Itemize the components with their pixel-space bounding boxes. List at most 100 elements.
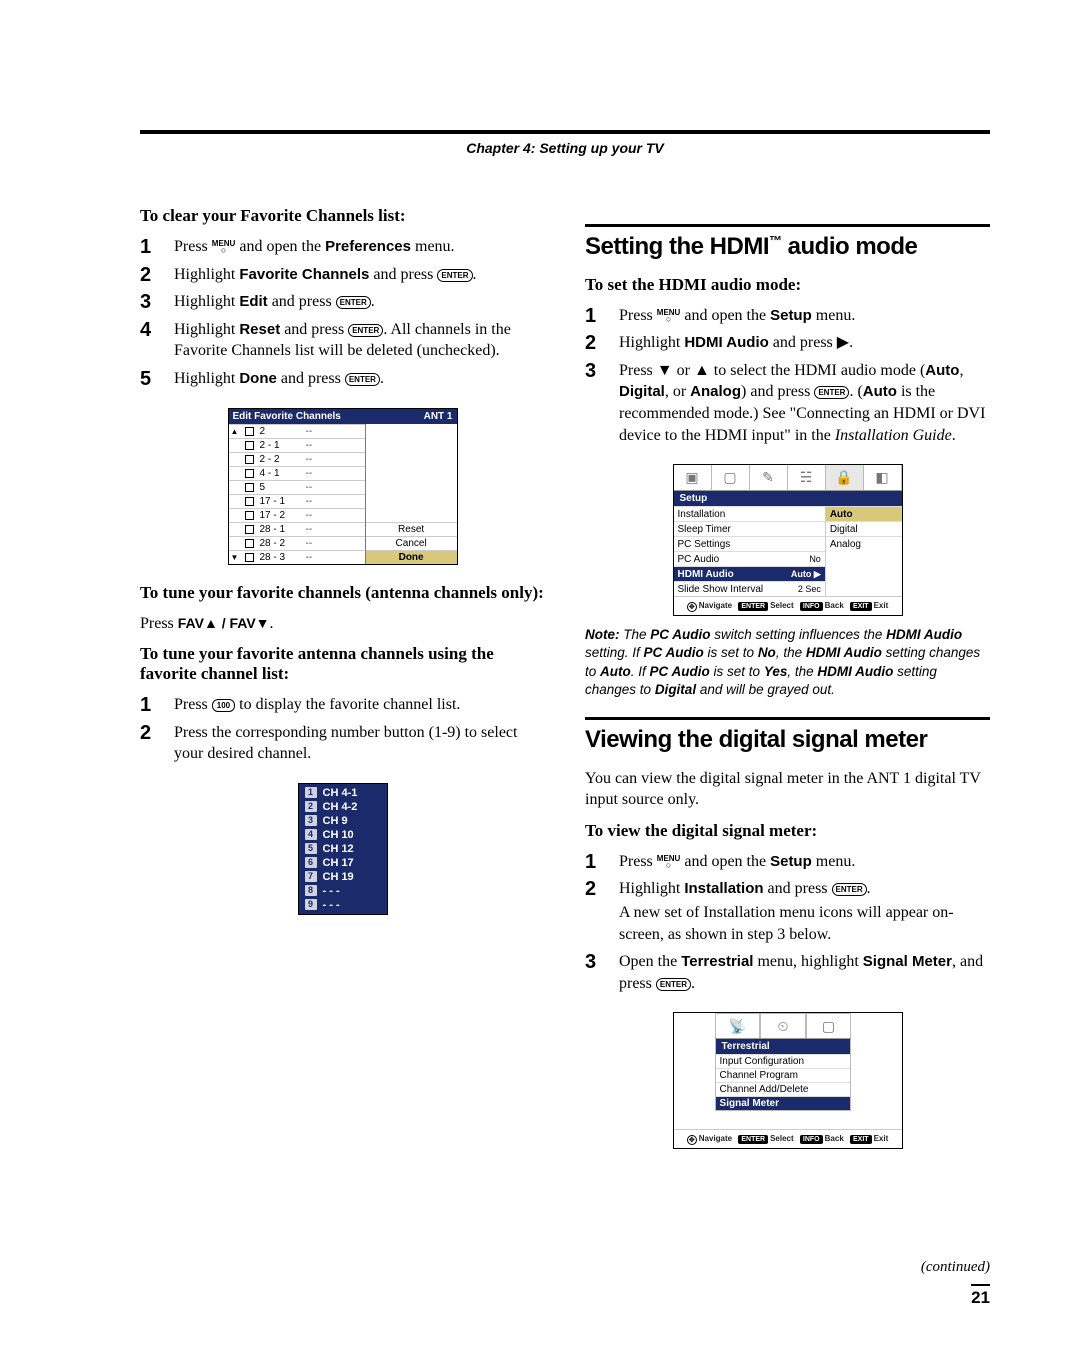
tab-icon: ▢ [712,465,750,490]
checkbox-icon [245,427,254,436]
left-heading-tune: To tune your favorite channels (antenna … [140,583,545,603]
text: setting. If [585,645,644,660]
enter-icon: ENTER [345,373,380,386]
label: Auto [863,383,897,400]
enter-icon: ENTER [814,386,849,399]
text: Press [619,307,657,324]
channel-number: 17 - 2 [260,510,300,521]
enter-icon: ENTER [832,883,867,896]
tune-instruction: Press FAV▲ / FAV▼. [140,613,545,635]
menu-row: Sleep Timer [674,521,825,536]
tab-icon: 📡 [715,1013,761,1038]
text: and press ▶. [769,334,853,351]
step: Press 100 to display the favorite channe… [140,694,545,716]
channel-number: 2 - 1 [260,440,300,451]
tab-icon: ▣ [674,465,712,490]
steps-hdmi: Press MENU○ and open the Setup menu. Hig… [585,305,990,447]
text: and press [280,321,348,338]
nav-label: Select [770,601,794,610]
channel-number: 4 - 1 [260,468,300,479]
menu-name: Setup [770,307,812,324]
fav-list-item: 4CH 10 [299,828,387,842]
menu-row: HDMI AudioAuto ▶ [674,566,825,581]
text: Press [619,853,657,870]
label: Auto [925,362,959,379]
fav-keys: FAV▲ / FAV▼ [178,615,270,631]
checkbox-icon [245,525,254,534]
label: Favorite Channels [239,266,369,283]
right-heading-hdmi: To set the HDMI audio mode: [585,275,990,295]
text: is set to [704,645,758,660]
nav-footer: ✥Navigate ENTERSelect INFOBack EXITExit [674,1129,902,1148]
menu-icon: MENU○ [657,855,681,869]
text: and open the [680,307,770,324]
checkbox-icon [245,553,254,562]
channel-label: -- [306,524,363,535]
menu-option: Digital [826,521,902,536]
checkbox-icon [245,497,254,506]
signal-intro: You can view the digital signal meter in… [585,768,990,811]
text: Press [174,696,212,713]
text: and press [369,266,437,283]
left-heading-clear: To clear your Favorite Channels list: [140,206,545,226]
label: Digital [655,682,696,697]
fav-list-item: 6 CH 17 [299,856,387,870]
scroll-arrow-icon: ▼ [231,553,239,562]
fav-channel: CH 9 [323,815,348,827]
nav-footer: ✥Navigate ENTERSelect INFOBack EXITExit [674,596,902,615]
channel-label: -- [306,510,363,521]
menu-value: 2 Sec [798,584,821,594]
tab-icon: ✎ [750,465,788,490]
keycap: ENTER [738,602,768,611]
step: Open the Terrestrial menu, highlight Sig… [585,951,990,994]
text: Highlight [619,334,684,351]
channel-row: ▲2-- [229,424,365,438]
reset-button: Reset [366,522,457,536]
label: Done [239,370,277,387]
channel-number: 5 [260,482,300,493]
step: Press MENU○ and open the Setup menu. [585,851,990,873]
menu-label: Installation [678,509,726,520]
keycap: INFO [800,602,823,611]
text: is set to [710,664,764,679]
right-heading-signal: To view the digital signal meter: [585,821,990,841]
fav-number-icon: 6 [305,857,317,868]
nav-label: Back [825,1134,844,1143]
label: No [758,645,776,660]
text: Highlight [174,370,239,387]
label: Auto [600,664,631,679]
left-heading-tune-list: To tune your favorite antenna channels u… [140,644,545,684]
text: , or [665,383,690,400]
label: Terrestrial [681,953,753,970]
channel-row: 17 - 1-- [229,494,365,508]
text: and press [277,370,345,387]
channel-row: 17 - 2 -- [229,508,365,522]
text: Press [140,615,178,632]
page-number: 21 [971,1284,990,1308]
channel-label: -- [306,482,363,493]
tab-icon: ◧ [864,465,902,490]
nav-label: Navigate [699,1134,732,1143]
channel-label: -- [306,426,363,437]
text: . If [631,664,650,679]
note-label: Note: [585,627,620,642]
checkbox-icon [245,483,254,492]
menu-option: Auto [826,506,902,521]
fav-list-item: 8- - - [299,884,387,898]
menu-row: Signal Meter [716,1096,851,1110]
fav-list-item: 7CH 19 [299,870,387,884]
keycap: ENTER [738,1135,768,1144]
label: Signal Meter [863,953,952,970]
label: PC Audio [650,664,710,679]
cancel-button: Cancel [366,536,457,550]
channel-number: 28 - 1 [260,524,300,535]
channel-number: 2 - 2 [260,454,300,465]
channel-number: 2 [260,426,300,437]
tab-icon: ☵ [788,465,826,490]
channel-label: -- [306,496,363,507]
menu-label: Sleep Timer [678,524,731,535]
menu-banner: Terrestrial [716,1039,851,1054]
fav-channel: CH 17 [323,857,354,869]
text: Highlight [174,321,239,338]
label: Analog [690,383,741,400]
